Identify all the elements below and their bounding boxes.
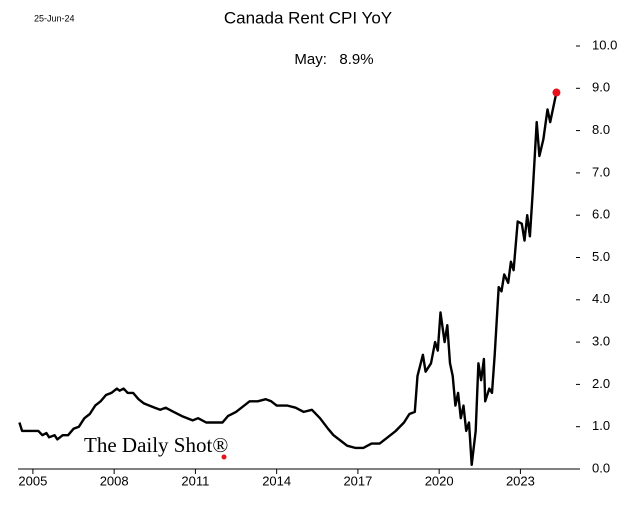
y-tick-label: 0.0 xyxy=(592,460,610,475)
y-tick-label: 2.0 xyxy=(592,376,610,391)
annotation: May: 8.9% xyxy=(294,51,373,68)
source-logo: The Daily Shot® xyxy=(84,433,228,457)
last-point xyxy=(552,88,561,97)
y-tick-label: 7.0 xyxy=(592,164,610,179)
line xyxy=(18,92,558,466)
chart-title: Canada Rent CPI YoY xyxy=(224,8,392,27)
y-tick-label: 3.0 xyxy=(592,334,610,349)
x-tick-label: 2020 xyxy=(425,473,454,488)
x-tick-label: 2014 xyxy=(262,473,291,488)
y-tick-label: 6.0 xyxy=(592,207,610,222)
x-tick-label: 2008 xyxy=(100,473,129,488)
x-tick-label: 2005 xyxy=(18,473,47,488)
x-tick-label: 2023 xyxy=(506,473,535,488)
x-tick-label: 2017 xyxy=(343,473,372,488)
y-tick-label: 5.0 xyxy=(592,249,610,264)
y-tick-label: 8.0 xyxy=(592,122,610,137)
y-tick-label: 4.0 xyxy=(592,291,610,306)
logo-dot xyxy=(221,454,227,460)
date: 25-Jun-24 xyxy=(34,13,75,23)
y-tick-label: 9.0 xyxy=(592,80,610,95)
x-tick-label: 2011 xyxy=(181,473,209,488)
y-tick-label: 1.0 xyxy=(592,418,610,433)
y-tick-label: 10.0 xyxy=(592,37,617,52)
